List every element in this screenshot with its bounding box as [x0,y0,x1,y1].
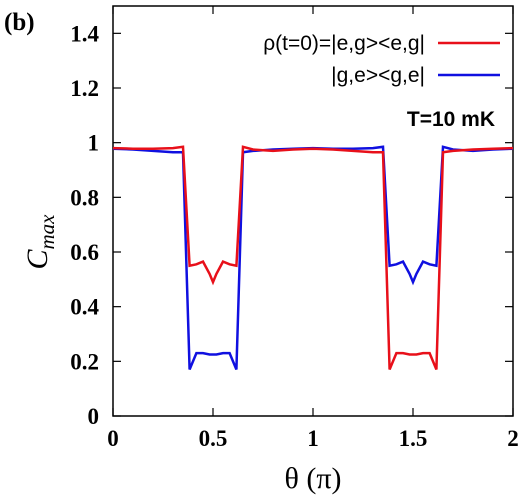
y-tick-label: 0.8 [70,185,99,210]
y-tick-label: 1.2 [70,76,99,101]
series-line-blue [112,145,514,370]
y-tick-label: 1 [88,131,100,156]
legend-label-blue: |g,e><g,e| [331,64,425,87]
x-tick-label: 2 [507,426,519,451]
legend: ρ(t=0)=|e,g><e,g| |g,e><g,e| [263,32,500,87]
y-tick-label: 0.4 [70,295,99,320]
x-tick-label: 1.5 [399,426,428,451]
series-line-red [112,145,514,370]
x-tick-label: 1 [307,426,319,451]
y-tick-labels: 0 0.2 0.4 0.6 0.8 1 1.2 1.4 [70,21,99,429]
y-tick-label: 0.6 [70,240,99,265]
y-tick-label: 0 [88,404,100,429]
y-axis-label-sub: max [35,214,59,250]
plot-frame [112,5,514,417]
y-tick-label: 0.2 [70,349,99,374]
legend-label-red: ρ(t=0)=|e,g><e,g| [263,32,425,55]
temperature-annotation: T=10 mK [407,108,495,131]
panel-label: (b) [4,9,35,36]
y-tick-label: 1.4 [70,21,99,46]
y-axis-label: Cmax [21,214,59,270]
x-axis-label: θ (π) [285,462,342,495]
tick-marks [112,6,514,417]
y-axis-label-main: C [21,249,54,270]
x-tick-labels: 0 0.5 1 1.5 2 [107,426,519,451]
series-lines [112,145,514,370]
x-tick-label: 0.5 [199,426,228,451]
x-tick-label: 0 [107,426,119,451]
